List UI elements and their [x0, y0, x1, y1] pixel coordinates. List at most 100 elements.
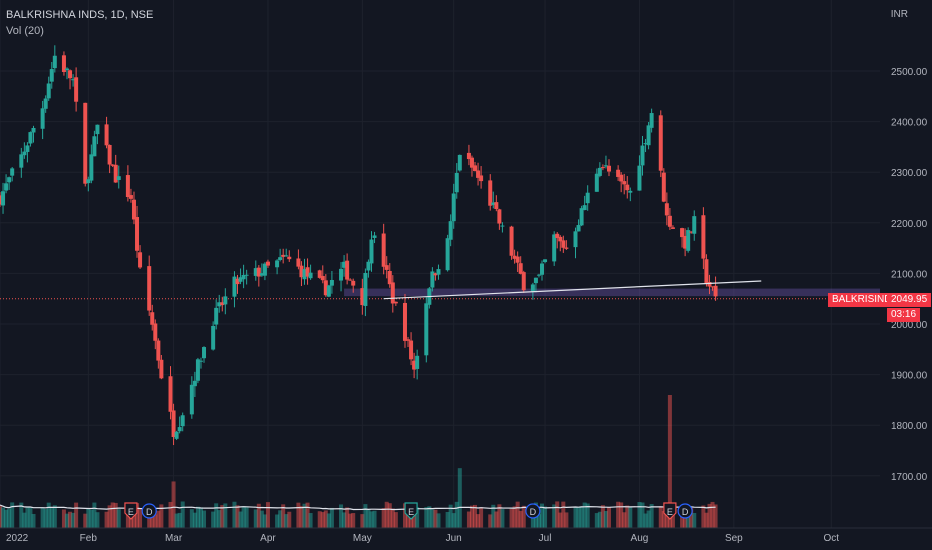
candle-body	[52, 55, 57, 69]
volume-bar	[643, 513, 648, 528]
candle-body	[259, 273, 264, 276]
candle-body	[299, 265, 304, 278]
volume-bar	[667, 395, 672, 528]
candle-body	[664, 203, 669, 216]
candle-body	[393, 301, 398, 304]
price-tick-label: 2500.00	[891, 67, 928, 78]
volume-bar	[4, 509, 9, 528]
volume-bar	[707, 503, 712, 528]
volume-bar	[25, 507, 30, 528]
price-axis[interactable]: 1700.00 1800.00 1900.00 2000.00 2100.00 2200.…	[891, 67, 928, 483]
candle-body	[594, 173, 599, 192]
volume-bar	[329, 507, 334, 528]
volume-bar	[491, 504, 496, 528]
volume-indicator-label[interactable]: Vol (20)	[6, 25, 44, 37]
volume-bar	[89, 509, 94, 528]
candle-body	[561, 240, 566, 248]
bar-countdown-tag: 03:16	[887, 308, 921, 322]
price-tick-label: 1900.00	[891, 371, 928, 382]
candle-body	[579, 208, 584, 226]
volume-bar	[384, 501, 389, 528]
candle-body	[564, 247, 569, 249]
trendline-segment	[383, 280, 762, 300]
volume-bar	[594, 513, 599, 528]
volume-bar	[558, 512, 563, 528]
date-tick-label: Apr	[260, 533, 276, 544]
volume-bar	[381, 508, 386, 528]
volume-bar	[171, 481, 176, 528]
candle-body	[308, 272, 313, 279]
candle-body	[110, 164, 115, 166]
candle-body	[49, 69, 54, 82]
candle-body	[28, 132, 33, 144]
candle-body	[244, 274, 249, 276]
date-tick-label: Sep	[725, 533, 743, 544]
volume-bar	[689, 507, 694, 528]
currency-label: INR	[890, 9, 908, 20]
volume-bar	[238, 511, 243, 528]
volume-bar	[433, 509, 438, 528]
price-tick-label: 2300.00	[891, 168, 928, 179]
time-axis[interactable]: 2022 Feb Mar Apr May Jun Jul Aug Sep Oct	[0, 527, 932, 544]
volume-bar	[402, 503, 407, 528]
volume-bar	[603, 511, 608, 528]
candle-body	[536, 274, 541, 276]
volume-bar	[256, 503, 261, 528]
volume-bar	[597, 511, 602, 528]
volume-bar	[153, 514, 158, 528]
candle-body	[232, 276, 237, 297]
candle-body	[488, 180, 493, 206]
volume-bar	[223, 503, 228, 528]
candle-body	[281, 254, 286, 257]
candle-body	[68, 70, 73, 79]
candle-body	[402, 302, 407, 341]
support-band	[0, 288, 881, 300]
candle-body	[131, 199, 136, 220]
volume-bar	[7, 508, 12, 528]
volume-bar	[494, 511, 499, 528]
candle-body	[406, 339, 411, 341]
volume-bar	[473, 504, 478, 528]
candle-body	[555, 233, 560, 239]
volume-bar	[457, 468, 462, 528]
volume-bar	[445, 512, 450, 528]
candle-body	[150, 312, 155, 325]
candle-body	[454, 172, 459, 193]
candle-body	[512, 255, 517, 259]
candle-body	[509, 226, 514, 256]
volume-bar	[180, 501, 185, 528]
volume-bar	[348, 513, 353, 528]
volume-bar	[555, 501, 560, 528]
volume-bar	[281, 504, 286, 528]
candle-body	[530, 284, 535, 292]
candle-body	[573, 231, 578, 248]
svg-text:E: E	[128, 507, 134, 517]
candle-body	[25, 145, 30, 152]
candle-body	[372, 235, 377, 238]
volume-bar	[64, 513, 69, 528]
candle-body	[317, 270, 322, 278]
volume-bar	[74, 502, 79, 528]
candle-body	[7, 177, 12, 183]
volume-bar	[500, 509, 505, 528]
candle-body	[305, 267, 310, 277]
volume-bar	[326, 513, 331, 528]
candle-body	[287, 256, 292, 260]
volume-bar	[436, 513, 441, 528]
volume-bar	[585, 503, 590, 528]
candle-body	[74, 77, 79, 102]
candle-body	[448, 221, 453, 240]
candle-body	[0, 195, 2, 205]
date-tick-label: Feb	[80, 533, 98, 544]
volume-bar	[110, 502, 115, 528]
candle-body	[603, 165, 608, 167]
dividend-marker: D	[677, 503, 693, 519]
volume-bar	[232, 501, 237, 528]
volume-bar	[71, 512, 76, 528]
candle-body	[540, 263, 545, 275]
candle-body	[262, 263, 267, 276]
trendline[interactable]	[383, 280, 762, 300]
candle-body	[619, 174, 624, 182]
